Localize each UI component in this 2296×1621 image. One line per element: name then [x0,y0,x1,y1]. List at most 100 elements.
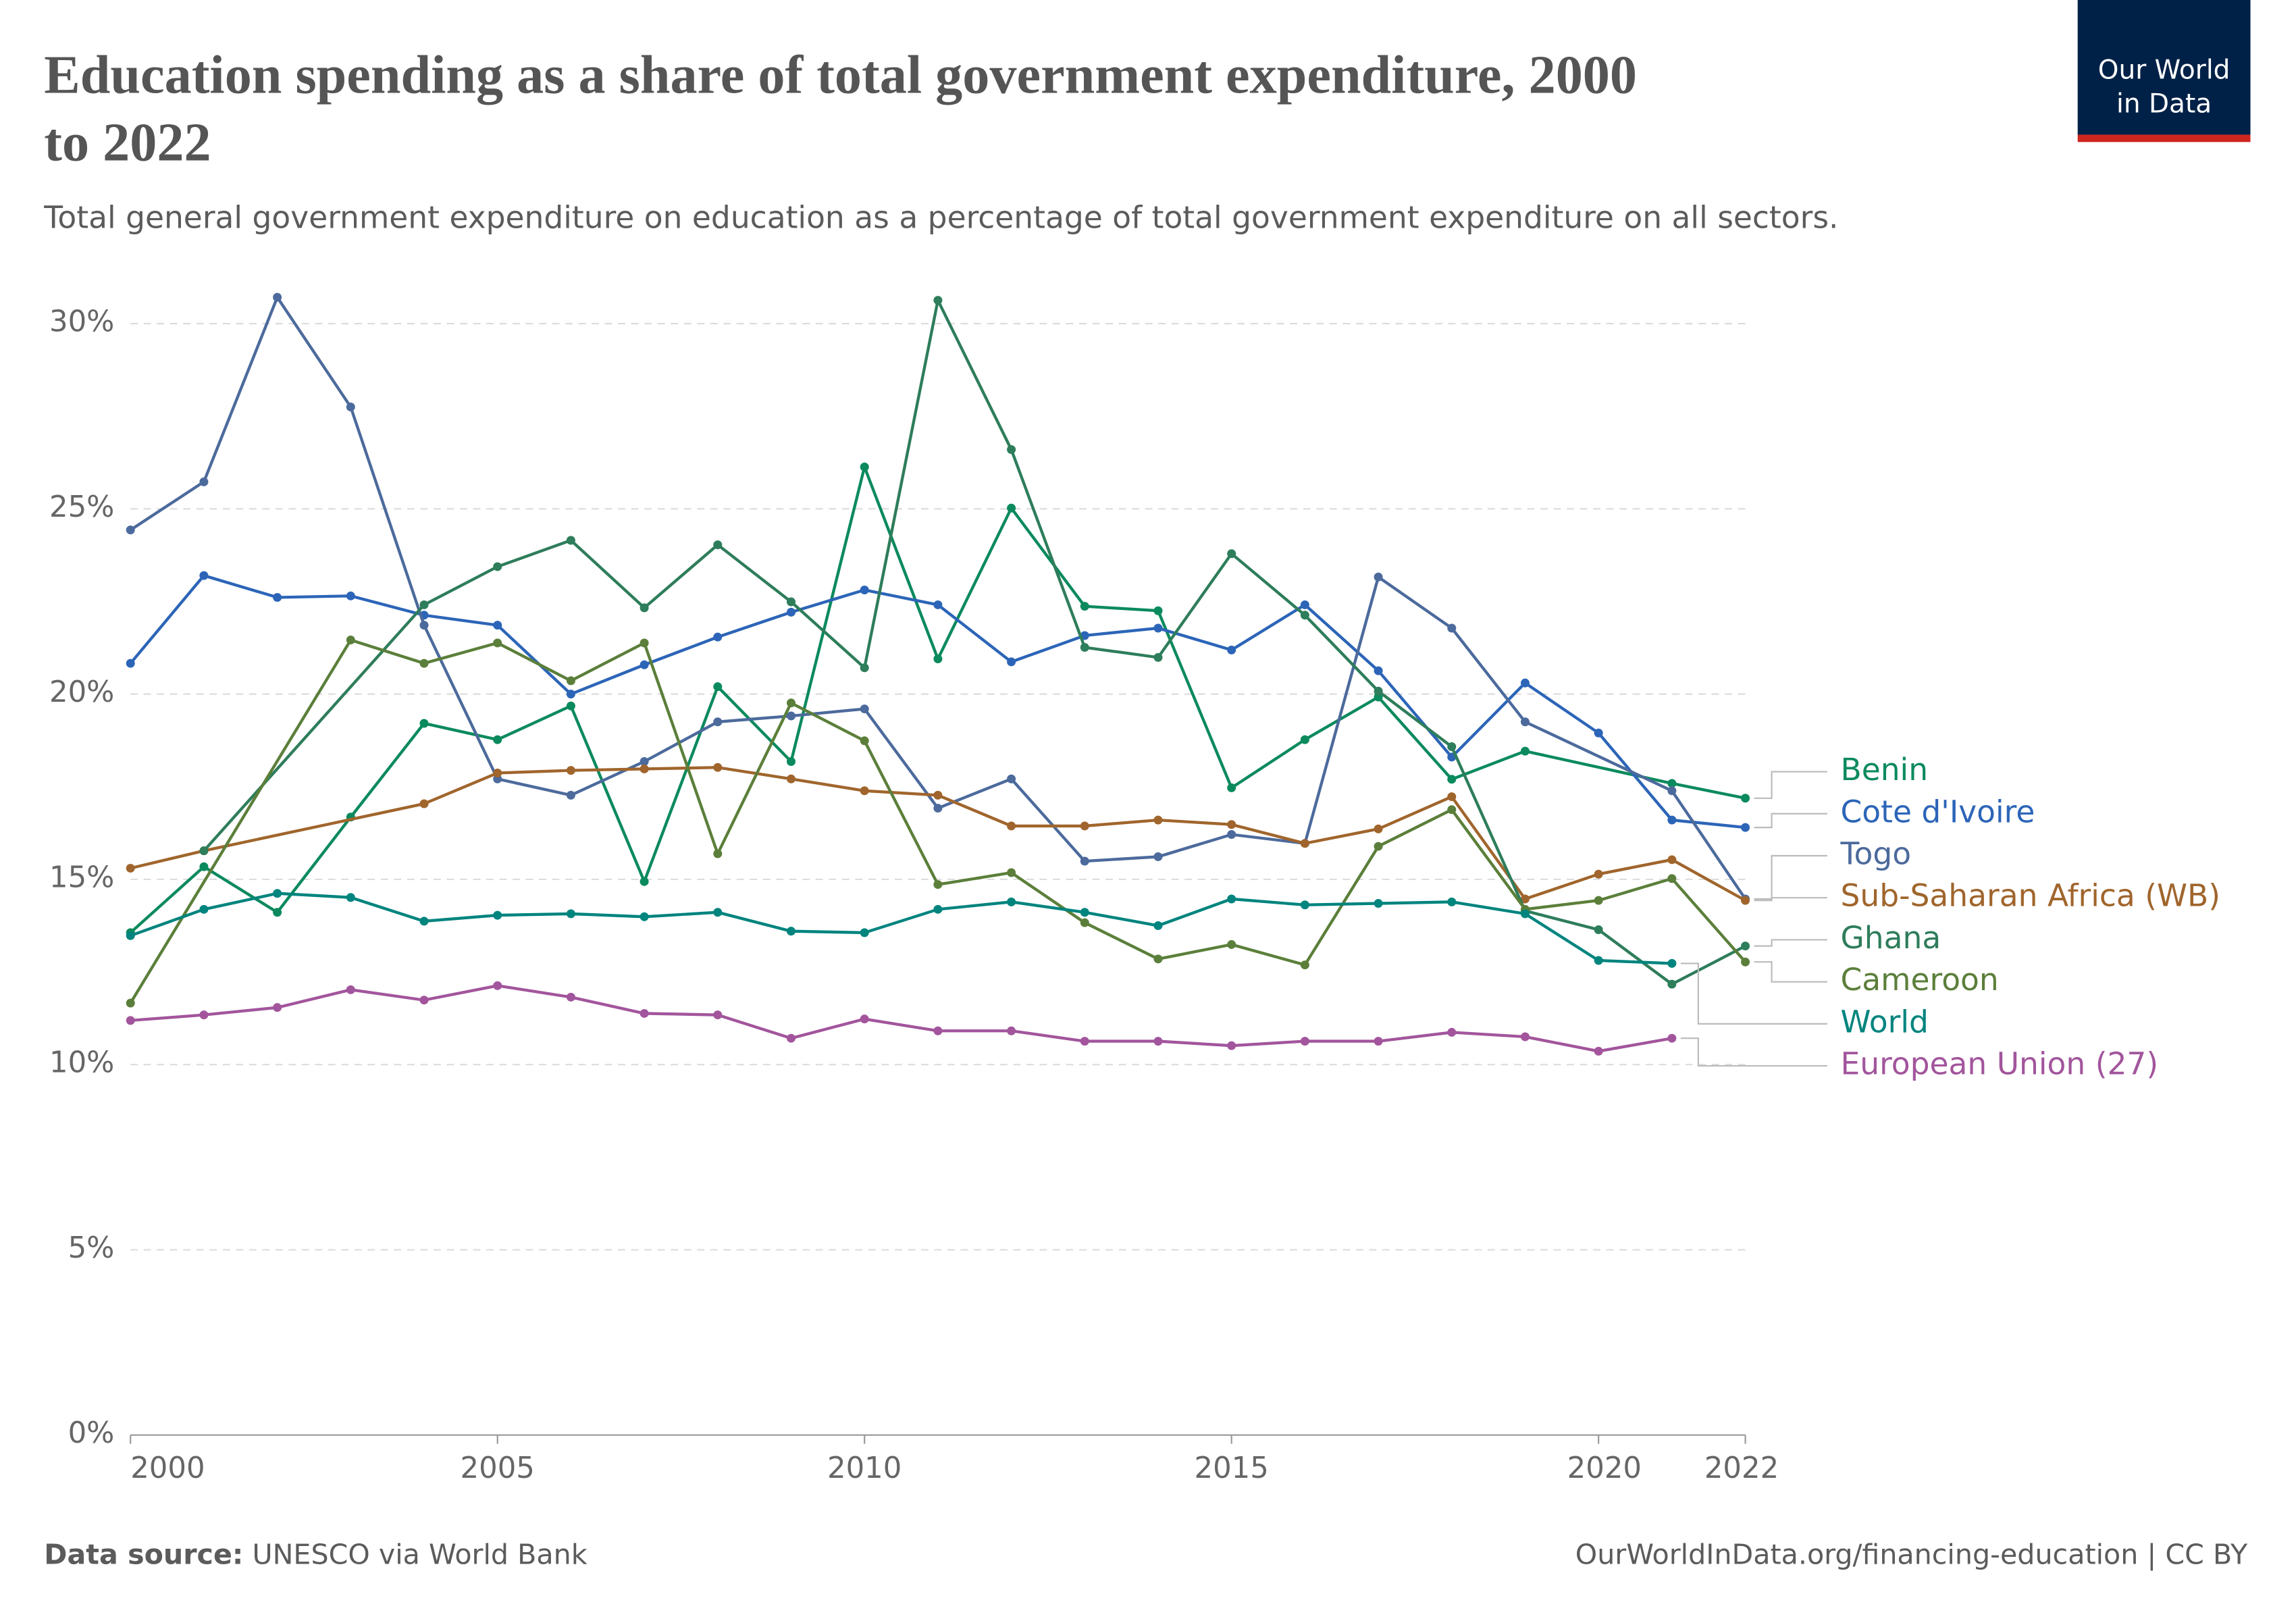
logo[interactable]: Our World in Data [2077,0,2251,143]
data-point [933,654,943,664]
legend-label: Sub-Saharan Africa (WB) [1840,878,2220,914]
data-point [1007,897,1016,906]
data-point [419,621,429,630]
data-point [640,660,649,669]
data-point [860,786,869,796]
data-point [933,904,943,914]
data-point [713,717,723,727]
data-point [1153,623,1163,633]
data-point [126,525,135,535]
data-point [566,701,575,711]
data-point [860,736,869,746]
logo-box [2077,0,2251,135]
data-point [933,804,943,813]
data-point [1153,606,1163,615]
series-line [130,984,1673,1053]
data-point [786,597,795,607]
data-point [1374,824,1383,833]
label-connector [1754,813,1827,829]
data-point [493,910,502,920]
data-point [1741,942,1750,951]
data-point [1374,666,1383,675]
data-point [786,756,795,766]
legend-label: Benin [1840,752,1928,788]
chart-title: Education spending as a share of total g… [44,46,1637,105]
data-point [1447,1027,1457,1037]
data-point [933,790,943,800]
data-point [1300,1037,1309,1046]
data-point [1080,856,1089,866]
data-point [1300,839,1309,848]
data-point [860,1014,869,1024]
label-connector [1754,939,1827,947]
data-point [1227,645,1236,654]
data-point [640,764,649,773]
series-line [130,892,1672,965]
data-point [1667,815,1677,825]
legend-label: World [1840,1004,1928,1039]
data-point [1667,979,1677,989]
url[interactable]: OurWorldInData.org/financing-education |… [1575,1539,2248,1571]
x-tick-label: 2022 [1704,1451,1779,1485]
data-point [1594,956,1603,965]
data-point [419,917,429,926]
data-point [1374,686,1383,696]
data-point [346,636,355,645]
data-point [419,996,429,1005]
data-point [1227,830,1236,840]
data-point [933,1026,943,1035]
data-point [1741,823,1750,832]
data-point [1594,896,1603,905]
data-point [713,682,723,692]
data-point [1520,894,1530,904]
data-point [1080,821,1089,831]
data-point [1374,842,1383,851]
data-point [273,1003,282,1012]
data-point [786,711,795,721]
data-point [1007,868,1016,877]
data-point [1594,869,1603,879]
data-point [1300,960,1309,970]
legend-label: Cote d'Ivoire [1840,794,2035,829]
data-point [1007,774,1016,783]
data-point [786,927,795,936]
data-point [1374,899,1383,908]
label-connector [1754,771,1827,799]
data-point [1667,786,1677,796]
data-point [273,908,282,917]
data-point [1594,728,1603,738]
data-point [1227,894,1236,904]
data-point [1374,1037,1383,1046]
data-point [493,768,502,777]
x-tick-label: 2000 [130,1451,205,1485]
data-point [1667,874,1677,883]
data-point [1520,1032,1530,1041]
data-point [933,600,943,609]
data-point [1667,958,1677,968]
data-point [1227,549,1236,559]
data-point [860,928,869,937]
data-point [199,571,209,580]
label-connector [1680,1037,1827,1067]
data-point [860,462,869,471]
logo-text: in Data [2116,89,2212,120]
data-point [273,592,282,602]
data-point [1080,643,1089,652]
data-point [1153,921,1163,930]
data-point [860,586,869,595]
chart-title: to 2022 [44,113,211,172]
data-point [1153,652,1163,662]
data-point [1153,852,1163,861]
x-tick-label: 2015 [1194,1451,1268,1485]
data-point [1447,623,1457,633]
data-point [1080,602,1089,611]
data-point [1227,820,1236,829]
data-point [1300,735,1309,744]
data-point [1227,783,1236,792]
data-point [566,992,575,1002]
label-connector [1754,897,1827,902]
legend-label: European Union (27) [1840,1046,2158,1082]
data-point [199,904,209,914]
data-point [1007,657,1016,667]
